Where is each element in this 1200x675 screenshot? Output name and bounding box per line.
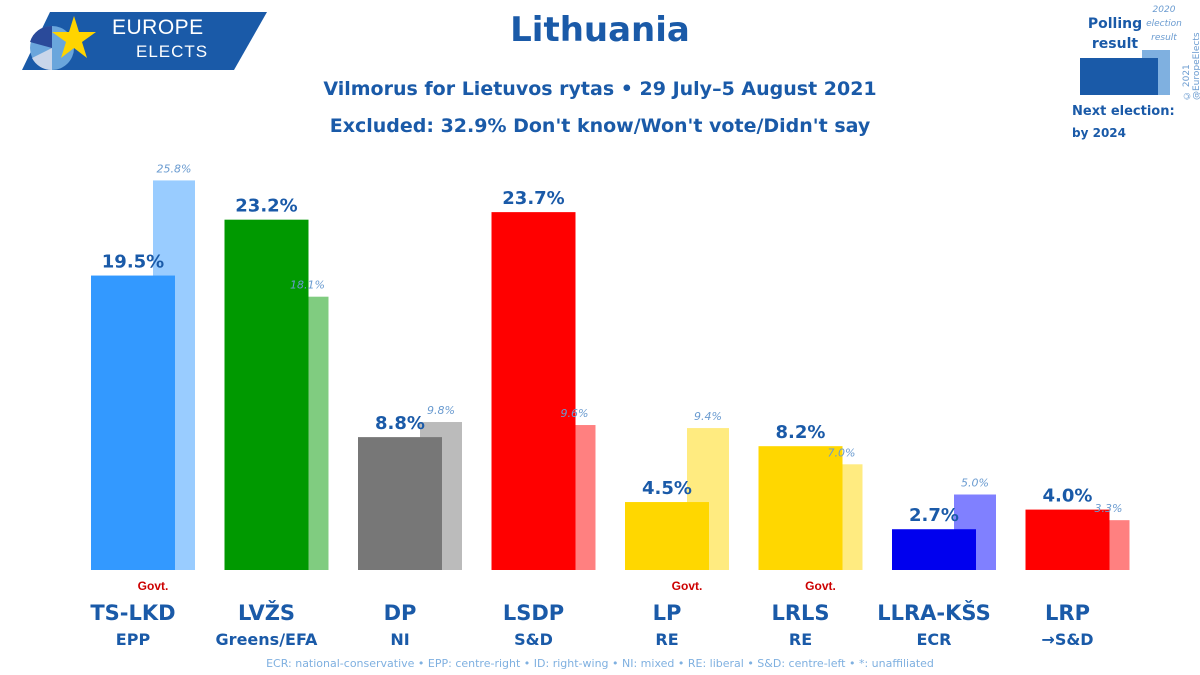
party-name-label: LRLS [771, 601, 829, 625]
prev-value-label: 5.0% [961, 477, 989, 490]
party-group-label: ECR [917, 630, 952, 649]
prev-value-label: 9.8% [427, 404, 455, 417]
excluded-note: Excluded: 32.9% Don't know/Won't vote/Di… [329, 115, 871, 137]
legend-polling-label: Polling result [1087, 16, 1143, 52]
party-group-label: Greens/EFA [216, 630, 319, 649]
poll-result-bar [758, 446, 843, 570]
poll-result-bar [1025, 509, 1110, 570]
poll-value-label: 8.8% [375, 413, 425, 434]
prev-value-label: 9.6% [561, 407, 589, 420]
party-name-label: LRP [1045, 601, 1090, 625]
govt-label: Govt. [138, 579, 169, 593]
poll-value-label: 19.5% [102, 252, 164, 273]
poll-value-label: 4.5% [642, 478, 692, 499]
poll-result-bar [91, 275, 175, 570]
poll-value-label: 23.7% [502, 188, 564, 209]
party-name-label: LLRA-KŠS [877, 600, 990, 625]
prev-value-label: 18.1% [290, 279, 325, 292]
europe-elects-logo [22, 12, 267, 70]
poll-result-bar [491, 212, 576, 570]
poll-value-label: 23.2% [235, 196, 297, 217]
legend-polling-swatch [1080, 58, 1158, 95]
logo-text-europe: EUROPE [112, 16, 204, 39]
prev-value-label: 9.4% [694, 410, 722, 423]
prev-value-label: 3.3% [1095, 502, 1123, 515]
party-name-label: LSDP [503, 601, 564, 625]
party-name-label: LVŽS [238, 600, 295, 625]
party-group-label: S&D [514, 630, 553, 649]
party-group-label: RE [789, 630, 812, 649]
logo-text-elects: ELECTS [136, 42, 209, 61]
poll-result-bar [358, 437, 442, 570]
party-name-label: LP [653, 601, 682, 625]
party-name-label: TS-LKD [90, 601, 175, 625]
poll-value-label: 8.2% [776, 422, 826, 443]
party-group-label: EPP [116, 630, 151, 649]
poll-result-bar [625, 502, 709, 570]
prev-value-label: 7.0% [828, 446, 856, 459]
legend-previous-label: 2020 election result [1146, 5, 1182, 43]
poll-result-bar [224, 219, 309, 570]
next-election-value: by 2024 [1072, 126, 1126, 140]
poll-result-bar [892, 529, 976, 570]
poll-value-label: 4.0% [1043, 486, 1093, 507]
poll-value-label: 2.7% [909, 505, 959, 526]
footnote: ECR: national-conservative • EPP: centre… [266, 657, 934, 670]
party-group-label: NI [390, 630, 409, 649]
party-group-label: →S&D [1041, 630, 1093, 649]
party-name-label: DP [384, 601, 417, 625]
party-group-label: RE [655, 630, 678, 649]
govt-label: Govt. [672, 579, 703, 593]
govt-label: Govt. [805, 579, 836, 593]
chart-title: Lithuania [510, 10, 690, 50]
prev-value-label: 25.8% [157, 162, 192, 175]
chart-subtitle: Vilmorus for Lietuvos rytas • 29 July–5 … [323, 78, 877, 100]
next-election-label: Next election: [1072, 104, 1175, 119]
